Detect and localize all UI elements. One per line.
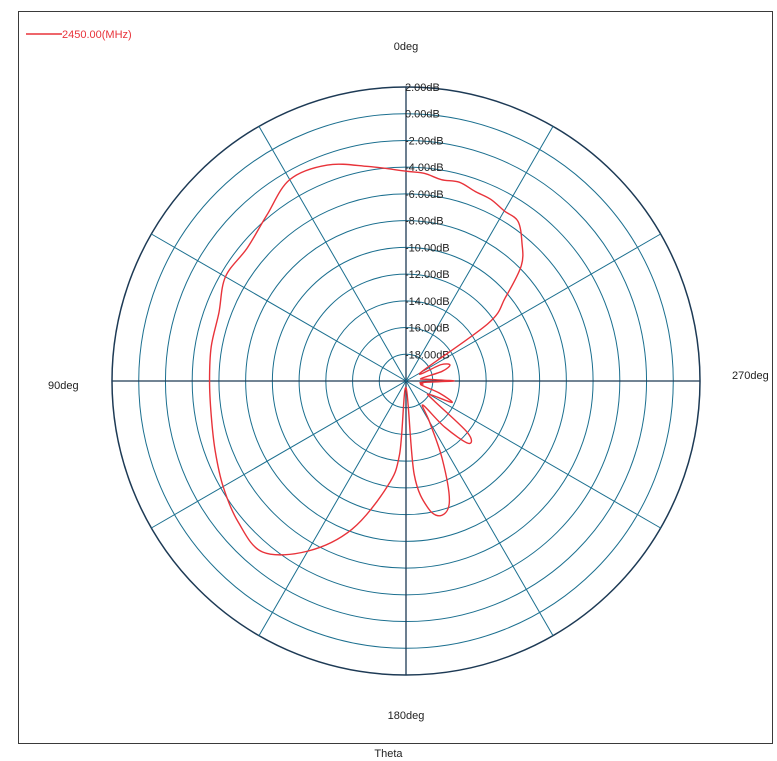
grid-spoke — [405, 380, 661, 529]
grid-spoke — [151, 380, 407, 529]
grid-spoke — [258, 126, 407, 382]
legend: 2450.00(MHz) — [26, 29, 132, 41]
plot-frame — [18, 11, 773, 744]
radial-tick-label: 0.00dB — [405, 109, 440, 121]
radial-tick-label: -2.00dB — [405, 135, 444, 147]
radial-tick-label: 2.00dB — [405, 82, 440, 94]
radial-tick-label: -8.00dB — [405, 216, 444, 228]
radial-tick-label: -10.00dB — [405, 242, 450, 254]
angle-label-90deg: 90deg — [48, 380, 79, 392]
radial-tick-label: -16.00dB — [405, 323, 450, 335]
radial-tick-label: -4.00dB — [405, 162, 444, 174]
angle-label-270deg: 270deg — [732, 370, 769, 382]
legend-entry: 2450.00(MHz) — [62, 29, 132, 41]
grid-spoke — [258, 380, 407, 636]
angular-tick-labels: 0deg 90deg 180deg 270deg — [48, 41, 769, 722]
radial-tick-label: -12.00dB — [405, 269, 450, 281]
grid-spoke — [405, 126, 554, 382]
grid-spoke — [151, 233, 407, 382]
radial-tick-labels: 2.00dB 0.00dB -2.00dB -4.00dB -6.00dB -8.00dB… — [405, 82, 450, 361]
radial-tick-label: -14.00dB — [405, 296, 450, 308]
radial-tick-label: -18.00dB — [405, 349, 450, 361]
series-layer — [208, 163, 524, 556]
angle-label-180deg: 180deg — [388, 710, 425, 722]
radial-tick-label: -6.00dB — [405, 189, 444, 201]
angle-label-0deg: 0deg — [394, 41, 418, 53]
grid-spoke — [405, 233, 661, 382]
x-axis-label: Theta — [374, 748, 403, 760]
polar-grid — [111, 86, 701, 676]
series-line — [208, 163, 524, 556]
